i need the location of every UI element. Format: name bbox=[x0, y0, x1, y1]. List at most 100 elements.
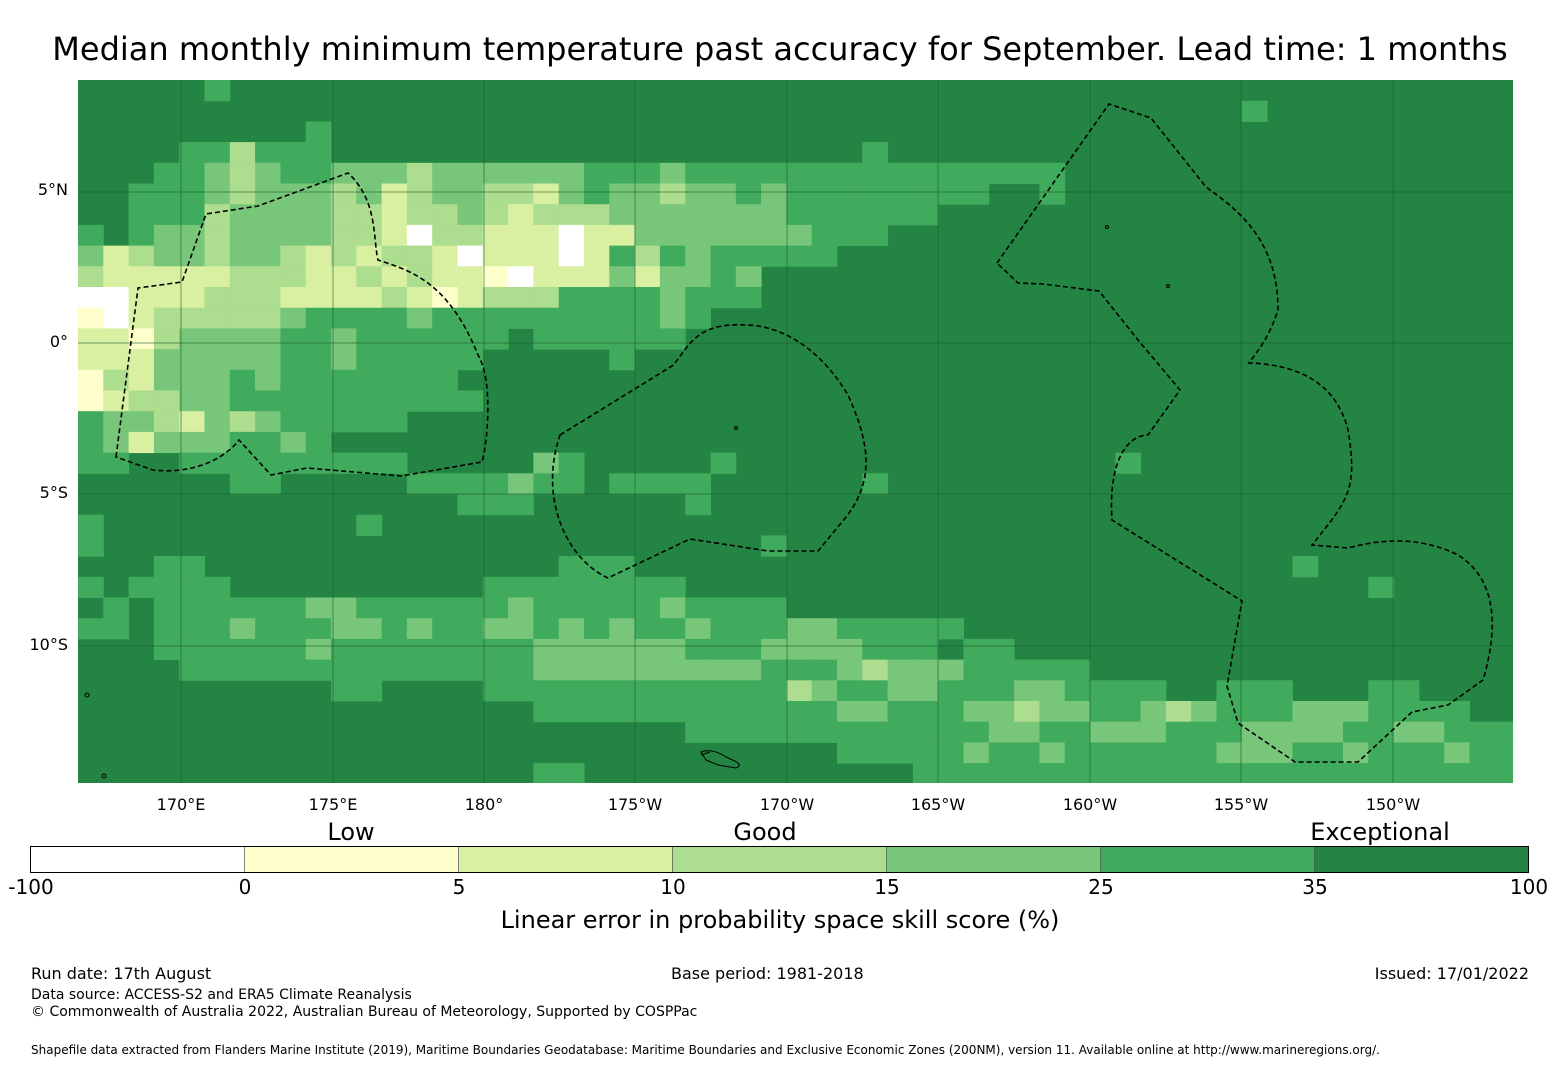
skill-cell bbox=[1267, 721, 1293, 743]
skill-cell bbox=[255, 411, 281, 433]
skill-cell bbox=[786, 224, 813, 247]
skill-cell bbox=[811, 680, 838, 702]
skill-cell bbox=[634, 245, 661, 267]
skill-cell bbox=[179, 369, 205, 391]
skill-cell bbox=[558, 638, 585, 661]
skill-cell bbox=[1039, 721, 1066, 743]
skill-cell bbox=[78, 535, 104, 557]
skill-cell bbox=[229, 597, 256, 619]
skill-cell bbox=[659, 287, 686, 309]
skill-cell bbox=[179, 411, 205, 433]
skill-cell bbox=[811, 224, 838, 247]
skill-cell bbox=[229, 183, 256, 205]
skill-cell bbox=[609, 701, 636, 723]
skill-cell bbox=[1039, 701, 1066, 723]
skill-cell bbox=[963, 721, 990, 743]
skill-cell bbox=[153, 266, 180, 288]
skill-cell bbox=[685, 245, 711, 267]
skill-cell bbox=[837, 680, 863, 702]
skill-cell bbox=[305, 224, 332, 247]
skill-cell bbox=[153, 328, 180, 350]
skill-cell bbox=[482, 162, 509, 184]
skill-cell bbox=[1039, 162, 1066, 184]
skill-cell bbox=[609, 162, 636, 184]
skill-cell bbox=[710, 452, 737, 474]
skill-cell bbox=[761, 183, 787, 205]
skill-cell bbox=[255, 245, 281, 267]
skill-cell bbox=[457, 473, 484, 495]
skill-cell bbox=[103, 390, 130, 412]
skill-cell bbox=[305, 287, 332, 309]
skill-cell bbox=[609, 349, 636, 371]
skill-cell bbox=[78, 576, 104, 598]
skill-cell bbox=[406, 287, 433, 309]
skill-cell bbox=[837, 659, 863, 681]
skill-cell bbox=[406, 224, 433, 247]
skill-cell bbox=[482, 245, 509, 267]
skill-cell bbox=[558, 162, 585, 184]
skill-cell bbox=[1444, 763, 1470, 783]
skill-cell bbox=[204, 369, 231, 391]
skill-cell bbox=[406, 390, 433, 412]
skill-cell bbox=[584, 556, 610, 578]
skill-cell bbox=[255, 224, 281, 247]
skill-cell bbox=[1444, 742, 1470, 764]
skill-cell bbox=[381, 411, 408, 433]
skill-cell bbox=[153, 162, 180, 184]
skill-cell bbox=[229, 431, 256, 454]
skill-cell bbox=[1191, 763, 1217, 783]
skill-cell bbox=[255, 638, 281, 661]
skill-cell bbox=[204, 287, 231, 309]
skill-cell bbox=[609, 328, 636, 350]
skill-cell bbox=[584, 162, 610, 184]
skill-cell bbox=[912, 659, 939, 681]
skill-cell bbox=[1444, 721, 1470, 743]
skill-cell bbox=[255, 431, 281, 454]
shapefile-credit: Shapefile data extracted from Flanders M… bbox=[31, 1043, 1380, 1057]
skill-cell bbox=[533, 328, 560, 350]
skill-cell bbox=[356, 307, 383, 329]
skill-cell bbox=[153, 224, 180, 247]
skill-cell bbox=[938, 742, 964, 764]
skill-cell bbox=[457, 287, 484, 309]
skill-cell bbox=[912, 763, 939, 783]
skill-cell bbox=[128, 204, 155, 226]
legend-tick: -100 bbox=[8, 875, 54, 899]
skill-cell bbox=[255, 183, 281, 205]
skill-cell bbox=[837, 701, 863, 723]
skill-cell bbox=[204, 328, 231, 350]
skill-cell bbox=[710, 287, 737, 309]
skill-cell bbox=[1216, 701, 1243, 723]
skill-cell bbox=[406, 473, 433, 495]
skill-cell bbox=[609, 659, 636, 681]
skill-cell bbox=[685, 224, 711, 247]
skill-cell bbox=[204, 349, 231, 371]
skill-cell bbox=[1469, 742, 1496, 764]
skill-cell bbox=[584, 328, 610, 350]
skill-cell bbox=[78, 266, 104, 288]
skill-cell bbox=[1039, 742, 1066, 764]
skill-cell bbox=[735, 183, 762, 205]
colorbar-swatch bbox=[886, 846, 1101, 873]
skill-cell bbox=[508, 204, 534, 226]
skill-cell bbox=[786, 680, 813, 702]
skill-cell bbox=[305, 638, 332, 661]
skill-cell bbox=[280, 638, 307, 661]
skill-cell bbox=[508, 287, 534, 309]
skill-cell bbox=[584, 638, 610, 661]
skill-cell bbox=[103, 245, 130, 267]
skill-cell bbox=[837, 204, 863, 226]
skill-cell bbox=[432, 204, 458, 226]
skill-cell bbox=[229, 204, 256, 226]
skill-cell bbox=[533, 204, 560, 226]
skill-cell bbox=[887, 680, 914, 702]
skill-cell bbox=[255, 659, 281, 681]
skill-cell bbox=[685, 494, 711, 516]
skill-cell bbox=[356, 204, 383, 226]
skill-cell bbox=[204, 659, 231, 681]
skill-cell bbox=[1393, 742, 1420, 764]
skill-cell bbox=[786, 183, 813, 205]
skill-cell bbox=[634, 701, 661, 723]
lat-label-5n: 5°N bbox=[37, 180, 68, 199]
skill-cell bbox=[432, 597, 458, 619]
